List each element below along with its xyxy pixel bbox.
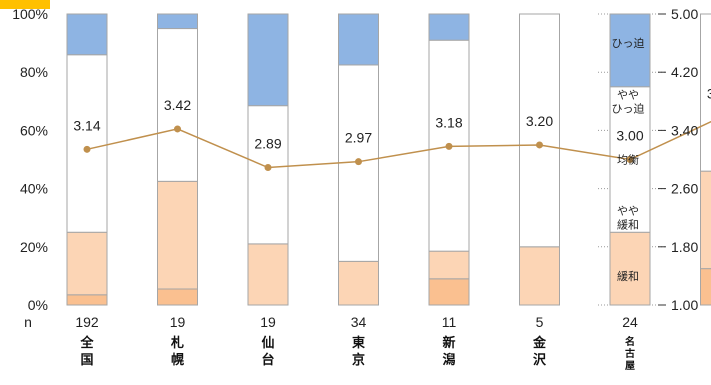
- left-tick-label: 0%: [28, 297, 48, 313]
- city-label: 札幌: [170, 335, 184, 368]
- left-tick-label: 100%: [12, 6, 48, 22]
- score-label: 2.97: [345, 130, 372, 146]
- bar-segment-tight: [247, 13, 289, 107]
- bar-名古屋: [609, 13, 651, 306]
- city-label: 東京: [352, 335, 365, 368]
- left-tick-label: 40%: [20, 181, 48, 197]
- left-tick-label: 20%: [20, 239, 48, 255]
- score-line: 3.143.422.892.973.183.203.003.582.923.25…: [73, 85, 711, 172]
- score-point: [355, 158, 362, 166]
- corner-tab: [0, 0, 50, 9]
- right-tick-label: 2.60: [671, 181, 698, 197]
- bar-segment-loose: [66, 231, 108, 296]
- bar-segment-balanced: [157, 28, 198, 182]
- bar-segment-tight: [428, 13, 470, 41]
- bar-札幌: [157, 13, 198, 306]
- bar-金沢: [519, 13, 560, 306]
- n-count: 24: [622, 314, 638, 330]
- bar-segment-balanced: [519, 13, 560, 248]
- score-label: 3.14: [73, 117, 100, 133]
- right-tick-label: 5.00: [671, 6, 698, 22]
- score-point: [445, 142, 453, 150]
- score-label: 3.42: [164, 97, 191, 113]
- n-count: 192: [75, 314, 99, 330]
- left-tick-label: 60%: [20, 122, 48, 138]
- bar-segment-loose-strong: [428, 278, 470, 306]
- bar-segment-tight: [609, 13, 651, 88]
- city-label: 仙台: [261, 335, 274, 368]
- zone-label: 均衡: [617, 154, 639, 167]
- n-count: 34: [351, 314, 367, 330]
- bar-segment-loose-strong: [700, 268, 711, 306]
- left-axis: 0% 20% 40% 60% 80% 100%: [12, 6, 48, 313]
- bar-segment-loose: [519, 246, 560, 306]
- right-tick-label: 3.40: [671, 122, 698, 138]
- zone-label: 緩和: [617, 270, 639, 283]
- bar-segment-tight: [157, 13, 198, 30]
- score-polyline: [86, 120, 711, 169]
- city-label: 金沢: [532, 335, 547, 368]
- bar-segment-balanced: [247, 105, 289, 245]
- bar-大阪: [700, 13, 711, 306]
- bars: [66, 13, 711, 306]
- city-label: 全国: [79, 335, 94, 368]
- city-label: 新潟: [442, 335, 455, 368]
- right-tick-label: 4.20: [671, 64, 698, 80]
- right-tick-label: 1.80: [671, 239, 698, 255]
- score-point: [264, 164, 272, 172]
- right-axis: 1.00 1.80 2.60 3.40 4.20 5.00: [658, 6, 698, 313]
- score-label: 2.89: [254, 136, 281, 152]
- bar-segment-loose: [338, 260, 379, 306]
- n-count: 19: [170, 314, 186, 330]
- zone-label: やや緩和: [617, 205, 639, 232]
- n-count: 11: [442, 314, 457, 330]
- bar-segment-tight: [66, 13, 108, 56]
- bar-全国: [66, 13, 108, 306]
- city-label: 名古屋: [625, 335, 635, 372]
- bar-segment-loose: [428, 250, 470, 280]
- bar-segment-loose: [157, 180, 198, 290]
- bar-segment-loose: [700, 170, 711, 270]
- right-tick-label: 1.00: [671, 297, 698, 313]
- bar-segment-loose-strong: [157, 288, 198, 306]
- left-tick-label: 80%: [20, 64, 48, 80]
- x-axis-labels: n192全国19札幌19仙台34東京11新潟5金沢24名古屋24大阪12広島12…: [24, 314, 638, 372]
- bar-segment-loose: [247, 243, 289, 306]
- bar-仙台: [247, 13, 289, 306]
- zone-label: ややひっ迫: [612, 88, 645, 115]
- bar-segment-loose-strong: [66, 294, 108, 306]
- bar-segment-loose: [609, 231, 651, 306]
- score-point: [626, 156, 634, 163]
- zone-label: ひっ迫: [612, 36, 645, 50]
- bar-新潟: [428, 13, 470, 306]
- n-count: 5: [536, 314, 544, 330]
- score-point: [536, 141, 543, 149]
- score-point: [83, 145, 91, 153]
- score-label: 3.00: [616, 128, 643, 144]
- n-prefix: n: [24, 314, 32, 330]
- bar-segment-balanced: [700, 13, 711, 172]
- n-count: 19: [260, 314, 276, 330]
- score-label: 3.20: [526, 113, 553, 129]
- score-label: 3.18: [435, 114, 462, 130]
- score-point: [174, 125, 181, 133]
- score-label: 3.58: [707, 85, 711, 101]
- bar-segment-tight: [338, 13, 379, 66]
- bar-segment-balanced: [66, 54, 108, 233]
